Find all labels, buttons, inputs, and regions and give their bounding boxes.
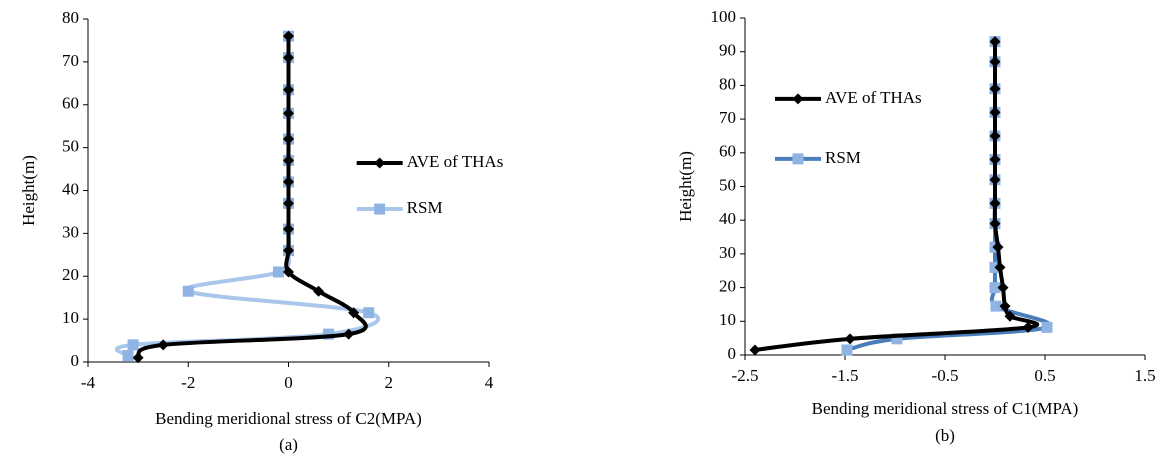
point-marker: [283, 133, 294, 145]
y-tick-label: 60: [719, 142, 736, 161]
caption: (b): [935, 426, 955, 445]
x-tick-label: 0: [284, 373, 293, 392]
point-marker: [343, 328, 355, 340]
point-marker: [283, 245, 294, 257]
caption: (a): [279, 435, 298, 454]
point-marker: [999, 300, 1011, 312]
point-marker: [990, 300, 1002, 312]
point-marker: [989, 56, 1001, 68]
x-tick-label: 1.5: [1134, 366, 1155, 385]
point-marker: [157, 339, 169, 351]
point-marker: [272, 266, 284, 278]
x-tick-label: -1.5: [832, 366, 859, 385]
legend-label: AVE of THAs: [825, 88, 922, 107]
point-marker: [283, 30, 294, 42]
y-tick-label: 70: [62, 51, 79, 70]
x-tick-label: -2: [181, 373, 195, 392]
point-marker: [989, 106, 1001, 118]
point-marker: [283, 52, 294, 64]
point-marker: [844, 333, 856, 345]
legend-label: AVE of THAs: [407, 152, 504, 171]
y-tick-label: 30: [719, 243, 736, 262]
legend-marker: [374, 203, 386, 215]
point-marker: [313, 285, 325, 297]
point-marker: [992, 241, 1004, 253]
y-tick-label: 80: [719, 74, 736, 93]
x-axis-label: Bending meridional stress of C2(MPA): [155, 409, 422, 428]
point-marker: [363, 307, 375, 319]
x-tick-label: 2: [385, 373, 394, 392]
point-marker: [348, 307, 360, 319]
legend-marker: [792, 93, 804, 105]
point-marker: [989, 282, 1001, 294]
series-line: [114, 36, 381, 358]
point-marker: [994, 261, 1006, 273]
point-marker: [1041, 321, 1053, 333]
point-marker: [127, 339, 139, 351]
x-tick-label: -2.5: [732, 366, 759, 385]
point-marker: [841, 344, 853, 356]
legend-marker: [374, 157, 386, 169]
x-tick-label: 4: [485, 373, 494, 392]
y-tick-label: 20: [62, 265, 79, 284]
point-marker: [283, 266, 294, 278]
point-marker: [122, 350, 134, 362]
y-tick-label: 40: [719, 209, 736, 228]
point-marker: [283, 176, 294, 188]
legend-label: RSM: [407, 198, 443, 217]
y-tick-label: 70: [719, 108, 736, 127]
point-marker: [1004, 310, 1016, 322]
series-line: [136, 36, 368, 360]
y-tick-label: 50: [62, 137, 79, 156]
point-marker: [1022, 321, 1034, 333]
point-marker: [749, 344, 761, 356]
x-tick-label: 0.5: [1034, 366, 1055, 385]
point-marker: [989, 36, 1001, 48]
point-marker: [323, 328, 335, 340]
point-marker: [989, 130, 1001, 142]
y-tick-label: 20: [719, 277, 736, 296]
x-tick-label: -0.5: [932, 366, 959, 385]
point-marker: [997, 282, 1009, 294]
x-tick-label: -4: [81, 373, 96, 392]
point-marker: [283, 84, 294, 96]
y-tick-label: 60: [62, 94, 79, 113]
point-marker: [989, 83, 1001, 95]
y-tick-label: 100: [711, 7, 737, 26]
point-marker: [283, 107, 294, 119]
y-tick-label: 40: [62, 179, 79, 198]
point-marker: [989, 154, 1001, 166]
point-marker: [283, 223, 294, 235]
point-marker: [989, 174, 1001, 186]
point-marker: [132, 352, 144, 364]
point-marker: [283, 154, 294, 166]
point-marker: [182, 285, 194, 297]
y-tick-label: 10: [62, 308, 79, 327]
legend-marker: [792, 153, 804, 165]
point-marker: [891, 333, 903, 345]
legend-label: RSM: [825, 148, 861, 167]
y-tick-label: 80: [62, 8, 79, 27]
point-marker: [989, 218, 1001, 230]
point-marker: [283, 197, 294, 209]
y-axis-label: Height(m): [676, 151, 695, 222]
x-axis-label: Bending meridional stress of C1(MPA): [812, 399, 1079, 418]
y-tick-label: 0: [728, 344, 737, 363]
y-tick-label: 90: [719, 41, 736, 60]
point-marker: [989, 197, 1001, 209]
y-axis-label: Height(m): [19, 155, 38, 226]
y-tick-label: 0: [71, 351, 80, 370]
y-tick-label: 10: [719, 310, 736, 329]
y-tick-label: 30: [62, 222, 79, 241]
y-tick-label: 50: [719, 175, 736, 194]
